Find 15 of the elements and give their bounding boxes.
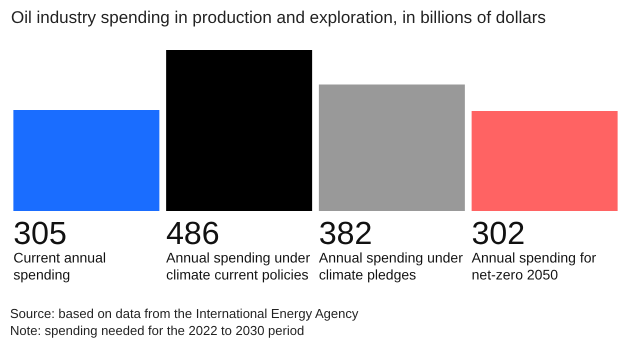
data-label: 486	[166, 215, 220, 251]
source-note: Source: based on data from the International Energy Agency	[10, 306, 359, 321]
x-tick-label: Annual spending under climate current policies	[166, 250, 314, 282]
x-tick-label: Current annual spending	[13, 250, 110, 282]
data-label: 382	[318, 215, 372, 251]
bar	[166, 50, 312, 211]
bar	[318, 84, 465, 211]
data-label: 305	[13, 215, 67, 251]
text: Note: spending needed for the 2022 to 2030 period	[10, 323, 304, 338]
chart-title: Oil industry spending in production and exploration, in billions of dollars	[11, 8, 546, 27]
x-tick-label: Annual spending for net-zero 2050	[472, 250, 600, 282]
data-label: 302	[472, 215, 526, 251]
x-tick-label: Annual spending under climate pledges	[318, 250, 467, 282]
bar	[472, 110, 618, 211]
bar	[13, 110, 160, 211]
